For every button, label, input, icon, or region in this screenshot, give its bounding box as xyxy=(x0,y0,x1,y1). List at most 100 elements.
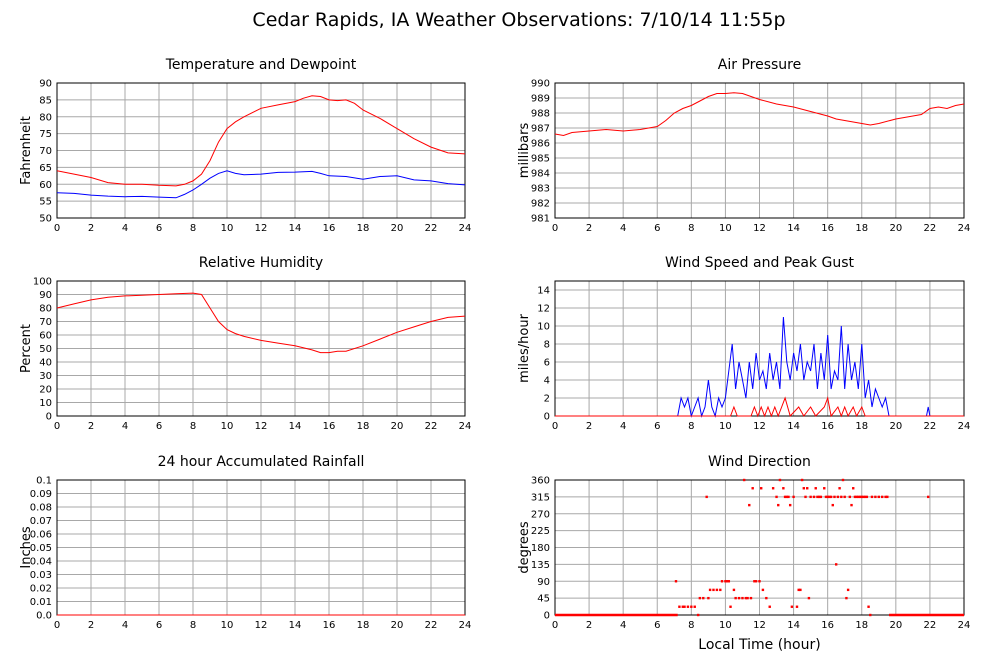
page-title: Cedar Rapids, IA Weather Observations: 7… xyxy=(252,9,785,31)
x-tick-label: 16 xyxy=(821,421,834,432)
data-point xyxy=(819,495,823,499)
series-line xyxy=(555,396,964,418)
data-point xyxy=(678,605,681,608)
series-line xyxy=(56,170,466,199)
data-point xyxy=(802,487,806,490)
data-point xyxy=(783,495,787,499)
data-point xyxy=(795,605,799,608)
plot-frame xyxy=(554,82,965,219)
x-tick-label: 20 xyxy=(889,421,902,432)
x-tick-label: 12 xyxy=(255,223,268,234)
data-point xyxy=(841,478,845,482)
data-point xyxy=(814,487,817,490)
x-tick-label: 22 xyxy=(924,620,937,631)
data-point xyxy=(867,605,870,608)
data-point xyxy=(870,495,874,499)
data-point xyxy=(855,495,858,499)
data-point xyxy=(686,605,690,608)
y-tick-label: 988 xyxy=(531,109,550,120)
y-tick-label: 0.0 xyxy=(36,611,52,622)
data-point xyxy=(840,495,843,499)
x-tick-label: 0 xyxy=(54,421,60,432)
data-point xyxy=(690,605,693,608)
data-point xyxy=(824,495,828,499)
x-tick-label: 20 xyxy=(391,223,404,234)
x-tick-label: 10 xyxy=(719,421,732,432)
data-point xyxy=(800,478,804,482)
data-point xyxy=(715,588,719,592)
y-tick-label: 0.07 xyxy=(30,516,52,527)
y-tick-label: 12 xyxy=(537,304,550,315)
panel-title: Air Pressure xyxy=(718,57,801,73)
y-tick-label: 14 xyxy=(537,286,550,297)
y-tick-label: 180 xyxy=(531,543,550,554)
y-tick-label: 45 xyxy=(537,594,550,605)
y-tick-label: 20 xyxy=(39,385,52,396)
x-tick-label: 14 xyxy=(787,223,800,234)
y-tick-label: 70 xyxy=(39,146,52,157)
x-tick-label: 10 xyxy=(719,620,732,631)
x-tick-label: 16 xyxy=(323,223,336,234)
x-tick-label: 8 xyxy=(190,620,196,631)
y-tick-label: 8 xyxy=(544,340,550,351)
data-point xyxy=(823,487,826,490)
y-tick-label: 225 xyxy=(531,526,550,537)
x-tick-label: 8 xyxy=(688,620,694,631)
data-point xyxy=(809,495,812,499)
data-point xyxy=(732,588,736,592)
data-point xyxy=(852,487,855,490)
data-point xyxy=(865,495,869,499)
y-tick-label: 0.08 xyxy=(30,503,52,514)
y-tick-label: 989 xyxy=(531,94,550,105)
y-tick-label: 80 xyxy=(39,304,52,315)
x-tick-label: 18 xyxy=(855,421,868,432)
x-tick-label: 10 xyxy=(221,223,234,234)
data-point xyxy=(771,487,775,490)
x-tick-label: 2 xyxy=(88,223,94,234)
data-point xyxy=(782,487,785,490)
data-point xyxy=(712,588,715,592)
data-point xyxy=(693,605,696,608)
x-tick-label: 6 xyxy=(654,421,660,432)
y-tick-label: 0.09 xyxy=(30,489,52,500)
y-tick-label: 60 xyxy=(39,331,52,342)
x-tick-label: 22 xyxy=(924,421,937,432)
data-point xyxy=(792,495,795,499)
x-tick-label: 14 xyxy=(787,421,800,432)
x-axis-label: Local Time (hour) xyxy=(698,637,820,653)
x-tick-label: 2 xyxy=(88,421,94,432)
y-tick-label: 0.05 xyxy=(30,543,52,554)
data-point xyxy=(734,596,737,600)
data-point xyxy=(799,588,802,592)
y-tick-label: 315 xyxy=(531,492,550,503)
y-tick-label: 4 xyxy=(544,376,550,387)
x-tick-label: 16 xyxy=(821,223,834,234)
data-point xyxy=(831,503,834,507)
data-point xyxy=(724,580,727,583)
data-point xyxy=(742,478,746,482)
y-tick-label: 10 xyxy=(39,398,52,409)
y-axis-label: miles/hour xyxy=(517,313,532,382)
y-tick-label: 6 xyxy=(544,358,550,369)
x-tick-label: 22 xyxy=(425,223,438,234)
y-tick-label: 986 xyxy=(531,139,550,150)
data-point xyxy=(749,596,753,600)
data-point xyxy=(853,495,857,499)
x-tick-label: 0 xyxy=(552,421,558,432)
y-tick-label: 65 xyxy=(39,163,52,174)
x-tick-label: 12 xyxy=(255,620,268,631)
data-point xyxy=(828,495,831,499)
y-tick-label: 983 xyxy=(531,184,550,195)
y-axis-label: millibars xyxy=(517,123,532,179)
y-tick-label: 984 xyxy=(531,169,550,180)
data-point xyxy=(737,596,741,600)
data-point xyxy=(857,495,860,499)
y-tick-label: 75 xyxy=(39,129,52,140)
y-tick-label: 270 xyxy=(531,509,550,520)
data-point xyxy=(681,605,685,608)
x-tick-label: 10 xyxy=(221,620,234,631)
